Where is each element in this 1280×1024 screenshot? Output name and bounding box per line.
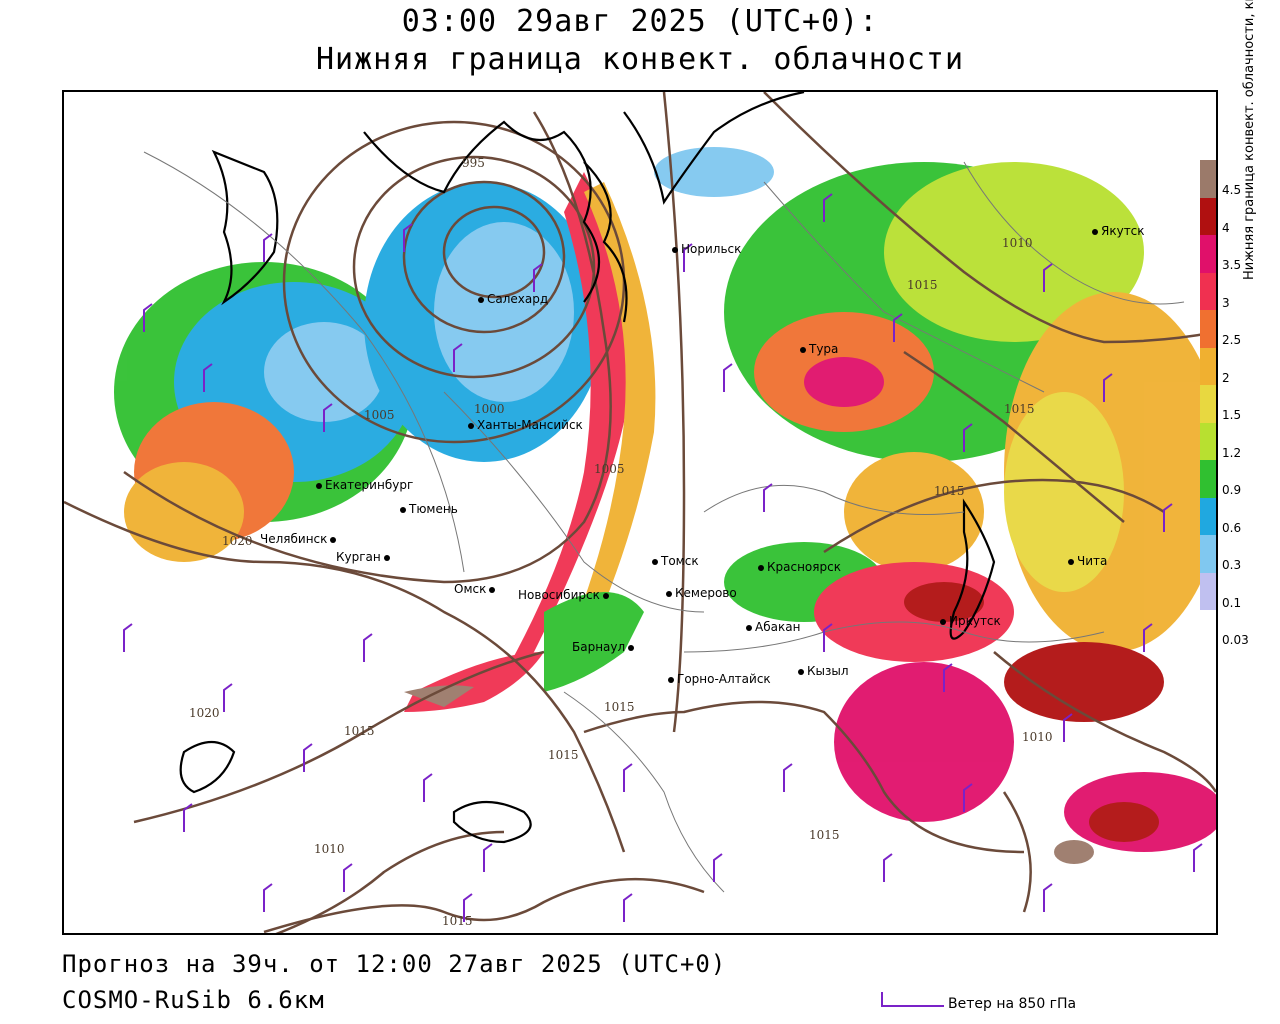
isobar-label: 1005 xyxy=(594,462,625,476)
colorbar-tick-label: 2 xyxy=(1222,370,1230,385)
map-subtitle: Нижняя граница конвект. облачности xyxy=(315,42,965,77)
city-yekaterinburg: Екатеринбург xyxy=(316,478,413,492)
isobar-label: 1010 xyxy=(1022,730,1053,744)
map-canvas xyxy=(64,92,1216,933)
colorbar-cell xyxy=(1200,235,1216,273)
isobar-label: 1015 xyxy=(344,724,375,738)
city-marker-icon xyxy=(330,536,337,543)
city-norilsk: Норильск xyxy=(672,242,741,256)
colorbar-tick-label: 1.2 xyxy=(1222,445,1242,460)
wind-barbs xyxy=(123,193,1203,922)
city-marker-icon xyxy=(940,618,946,625)
city-khanty-mansiysk: Ханты-Мансийск xyxy=(468,418,583,432)
colorbar-tick-label: 4 xyxy=(1222,220,1230,235)
city-marker-icon xyxy=(383,554,390,561)
colorbar-cell xyxy=(1200,272,1216,310)
city-marker-icon xyxy=(672,246,678,253)
colorbar-cell xyxy=(1200,572,1216,610)
colorbar-tick-label: 0.6 xyxy=(1222,520,1242,535)
colorbar-tick-label: 0.03 xyxy=(1222,633,1249,647)
coastlines xyxy=(179,92,996,844)
colorbar-cell xyxy=(1200,385,1216,423)
city-salekhard: Салехард xyxy=(478,292,548,306)
wind-barb-icon xyxy=(881,992,944,1007)
isobar-label: 995 xyxy=(462,156,485,170)
city-kurgan: Курган xyxy=(336,550,393,564)
city-irkutsk: Иркутск xyxy=(940,614,1001,628)
colorbar xyxy=(1200,160,1216,610)
isobar-lines xyxy=(64,92,1216,933)
colorbar-tick-label: 0.1 xyxy=(1222,595,1242,610)
city-abakan: Абакан xyxy=(746,620,800,634)
colorbar-tick-label: 4.5 xyxy=(1222,183,1242,197)
model-name: COSMO-RuSib 6.6км xyxy=(62,986,325,1014)
city-marker-icon xyxy=(652,558,658,565)
city-marker-icon xyxy=(468,422,474,429)
isobar-label: 1015 xyxy=(907,278,938,292)
city-marker-icon xyxy=(1092,228,1098,235)
city-marker-icon xyxy=(478,296,484,303)
colorbar-tick-label: 1.5 xyxy=(1222,408,1242,422)
colorbar-cell xyxy=(1200,160,1216,198)
colorbar-cell xyxy=(1200,197,1216,235)
colorbar-cell xyxy=(1200,535,1216,573)
city-marker-icon xyxy=(602,592,609,599)
colorbar-tick-label: 3 xyxy=(1222,295,1230,310)
cloud-field xyxy=(114,147,1216,864)
city-marker-icon xyxy=(1068,558,1074,565)
isobar-label: 1015 xyxy=(1004,402,1035,416)
city-krasnoyarsk: Красноярск xyxy=(758,560,841,574)
city-marker-icon xyxy=(628,644,635,651)
colorbar-tick-label: 3.5 xyxy=(1222,258,1242,272)
city-marker-icon xyxy=(758,564,764,571)
isobar-label: 1020 xyxy=(222,534,253,548)
colorbar-tick-label: 0.3 xyxy=(1222,558,1242,572)
isobar-label: 1015 xyxy=(548,748,579,762)
city-marker-icon xyxy=(316,482,322,489)
city-kyzyl: Кызыл xyxy=(798,664,849,678)
wind-legend-label: Ветер на 850 гПа xyxy=(948,996,1077,1012)
city-marker-icon xyxy=(798,668,804,675)
isobar-label: 1015 xyxy=(604,700,635,714)
city-novosibirsk: Новосибирск xyxy=(518,588,612,602)
city-marker-icon xyxy=(746,624,752,631)
city-tyumen: Тюмень xyxy=(400,502,458,516)
isobar-label: 1015 xyxy=(442,914,473,928)
isobar-label: 1010 xyxy=(314,842,345,856)
city-yakutsk: Якутск xyxy=(1092,224,1145,238)
colorbar-tick-label: 0.9 xyxy=(1222,483,1242,497)
isobar-label: 1015 xyxy=(934,484,965,498)
isobar-label: 1005 xyxy=(364,408,395,422)
city-barnaul: Барнаул xyxy=(572,640,637,654)
city-marker-icon xyxy=(489,586,496,593)
region-borders xyxy=(143,151,1185,893)
city-marker-icon xyxy=(400,506,406,513)
isobar-label: 1020 xyxy=(189,706,220,720)
isobar-label: 1010 xyxy=(1002,236,1033,250)
colorbar-cell xyxy=(1200,497,1216,535)
colorbar-cell xyxy=(1200,460,1216,498)
colorbar-tick-label: 2.5 xyxy=(1222,333,1242,347)
city-chita: Чита xyxy=(1068,554,1107,568)
city-chelyabinsk: Челябинск xyxy=(260,532,339,546)
city-marker-icon xyxy=(666,590,672,597)
colorbar-axis-label: Нижняя граница конвект. облачности, км xyxy=(1242,0,1257,280)
city-marker-icon xyxy=(800,346,806,353)
wind-legend: Ветер на 850 гПа xyxy=(880,990,1120,1014)
colorbar-cell xyxy=(1200,422,1216,460)
city-gorno-altaysk: Горно-Алтайск xyxy=(668,672,771,686)
city-tura: Тура xyxy=(800,342,838,356)
isobar-label: 1000 xyxy=(474,402,505,416)
city-kemerovo: Кемерово xyxy=(666,586,737,600)
forecast-info: Прогноз на 39ч. от 12:00 27авг 2025 (UTC… xyxy=(62,950,727,978)
city-marker-icon xyxy=(668,676,674,683)
forecast-map: 995 1000 1005 1005 1020 1020 1015 1015 1… xyxy=(62,90,1218,935)
map-title: 03:00 29авг 2025 (UTC+0): xyxy=(401,4,879,39)
city-tomsk: Томск xyxy=(652,554,699,568)
isobar-label: 1015 xyxy=(809,828,840,842)
city-omsk: Омск xyxy=(454,582,498,596)
colorbar-cell xyxy=(1200,310,1216,348)
colorbar-cell xyxy=(1200,347,1216,385)
